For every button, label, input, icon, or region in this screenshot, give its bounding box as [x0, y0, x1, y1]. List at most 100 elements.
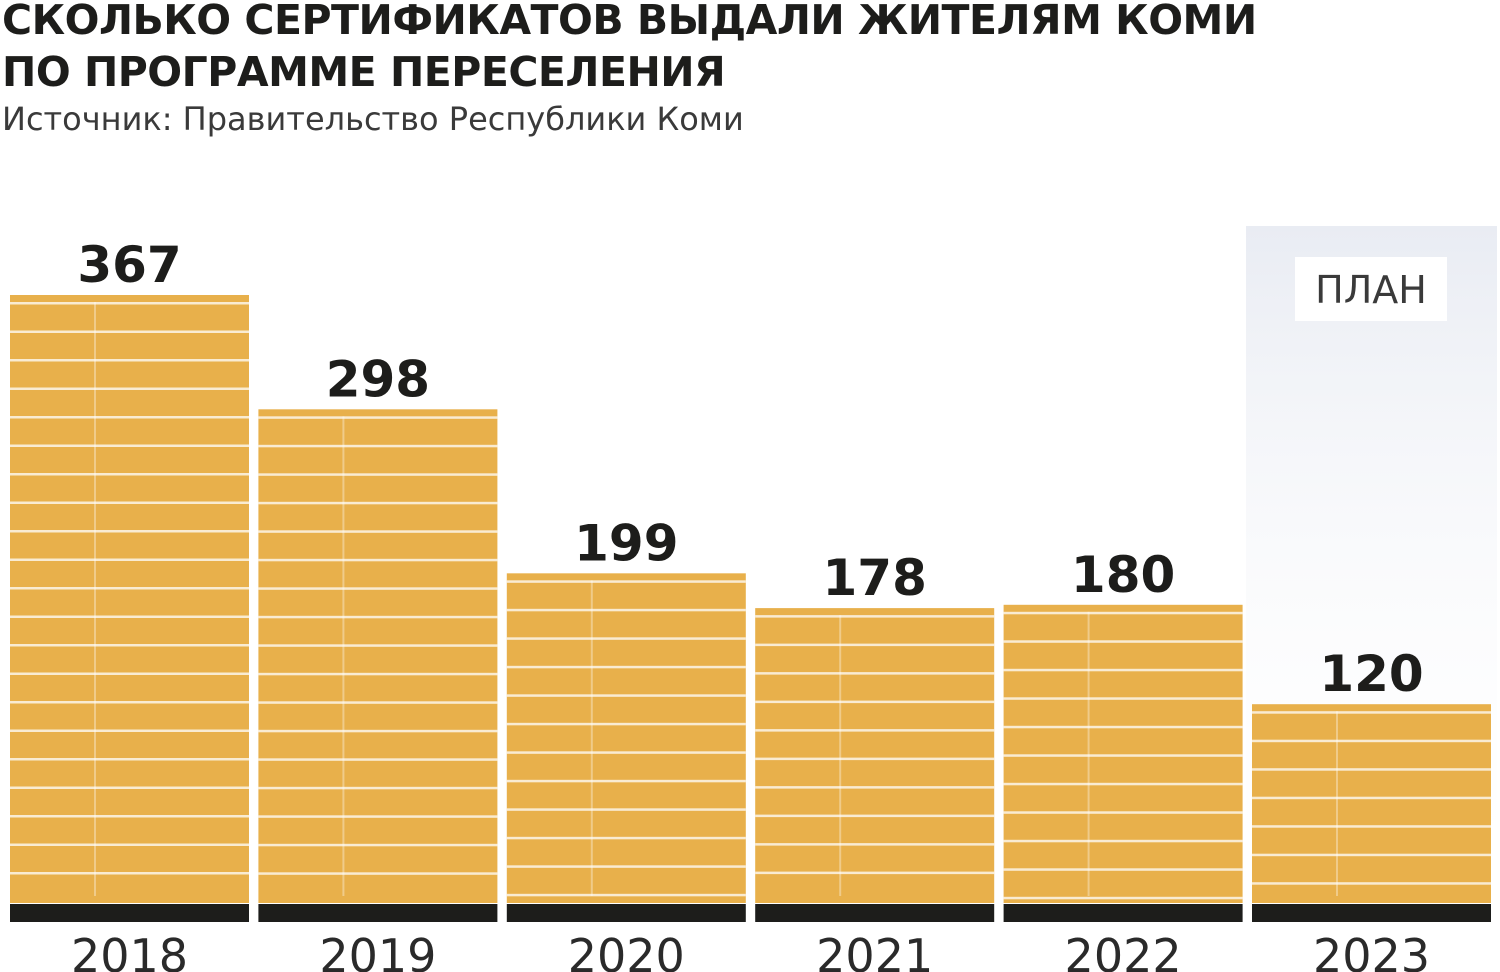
bar-stripe	[506, 836, 746, 840]
bar-stripe	[10, 729, 249, 732]
bar-stripe	[258, 758, 498, 761]
bar-stripe	[258, 872, 498, 875]
bar-stripe	[10, 302, 249, 305]
bar-divider	[1336, 711, 1338, 896]
bar-stripe	[258, 786, 498, 790]
bar-divider	[1087, 611, 1090, 896]
bar-stripe	[1252, 853, 1491, 857]
bar-stripe	[10, 843, 249, 846]
bar-stripe	[10, 444, 249, 447]
value-label-2023: 120	[1319, 645, 1423, 703]
plan-label: ПЛАН	[1315, 268, 1427, 312]
bar-2019	[258, 409, 498, 903]
bar-stripe	[506, 580, 746, 583]
category-label-2018: 2018	[71, 929, 188, 972]
bar-stripe	[755, 643, 995, 647]
bar-stripe	[10, 672, 249, 675]
bar-stripe	[10, 558, 249, 561]
bar-stripe	[506, 722, 746, 726]
bar-stripe	[10, 387, 249, 390]
baseline-segment	[755, 904, 995, 922]
bar-stripe	[1252, 825, 1491, 828]
bar-divider	[839, 615, 842, 896]
bar-stripe	[258, 701, 498, 704]
bar-stripe	[1003, 896, 1243, 900]
category-label-2022: 2022	[1065, 929, 1182, 972]
plan-label-box	[1295, 257, 1447, 321]
bar-stripe	[1252, 882, 1491, 885]
bar-stripe	[10, 359, 249, 362]
value-label-2018: 367	[77, 236, 181, 294]
bar-stripe	[755, 700, 995, 704]
bar-stripe	[755, 786, 995, 789]
category-label-2019: 2019	[319, 929, 436, 972]
bar-stripe	[10, 644, 249, 647]
value-label-2020: 199	[574, 514, 678, 572]
bar-stripe	[506, 751, 746, 754]
baseline-segment	[10, 904, 249, 922]
bar-stripe	[258, 843, 498, 847]
baseline-segment	[1252, 904, 1491, 922]
bar-stripe	[506, 779, 746, 783]
bar-stripe	[1003, 611, 1243, 615]
bar-stripe	[1003, 640, 1243, 643]
bar-stripe	[506, 694, 746, 697]
bar-stripe	[1003, 668, 1243, 672]
bar-stripe	[10, 872, 249, 875]
source-note: Источник: Правительство Республики Коми	[2, 100, 744, 138]
bar-stripe	[1252, 739, 1491, 743]
bar-stripe	[506, 665, 746, 669]
bar-stripe	[10, 701, 249, 704]
bar-2021	[755, 608, 995, 903]
bar-stripe	[258, 530, 498, 533]
bar-stripe	[755, 871, 995, 875]
bar-2022	[1003, 604, 1243, 903]
bar-stripe	[755, 729, 995, 732]
chart-title: СКОЛЬКО СЕРТИФИКАТОВ ВЫДАЛИ ЖИТЕЛЯМ КОМИ…	[2, 0, 1257, 96]
bar-stripe	[10, 530, 249, 533]
bar-2018	[10, 295, 249, 903]
bar-stripe	[1003, 754, 1243, 757]
baseline-segment	[506, 904, 746, 922]
bar-stripe	[1003, 868, 1243, 871]
bar-stripe	[10, 786, 249, 789]
bar-stripe	[506, 637, 746, 640]
bar-stripe	[258, 587, 498, 590]
bar-stripe	[1252, 711, 1491, 714]
bar-stripe	[755, 615, 995, 618]
baseline-segment	[258, 904, 498, 922]
bar-stripe	[1003, 782, 1243, 786]
bar-stripe	[506, 808, 746, 811]
bar-stripe	[506, 608, 746, 612]
bar-stripe	[1003, 839, 1243, 843]
bar-stripe	[10, 587, 249, 590]
bar-stripe	[258, 672, 498, 676]
bar-stripe	[258, 416, 498, 419]
bar-divider	[342, 416, 345, 896]
bar-stripe	[755, 814, 995, 818]
bar-stripe	[258, 501, 498, 505]
bar-stripe	[1003, 811, 1243, 814]
value-label-2022: 180	[1071, 546, 1175, 604]
baseline-segment	[1003, 904, 1243, 922]
bar-stripe	[258, 729, 498, 733]
bar-stripe	[10, 615, 249, 618]
bar-stripe	[10, 501, 249, 504]
bar-stripe	[258, 815, 498, 818]
bar-2023	[1252, 704, 1491, 903]
bar-stripe	[1252, 796, 1491, 800]
bar-stripe	[10, 416, 249, 419]
bar-divider	[590, 580, 593, 896]
bar-stripe	[10, 330, 249, 333]
bar-stripe	[755, 843, 995, 846]
bar-stripe	[506, 893, 746, 897]
category-label-2020: 2020	[568, 929, 685, 972]
bar-stripe	[506, 865, 746, 868]
bar-stripe	[755, 672, 995, 675]
category-label-2021: 2021	[816, 929, 933, 972]
bar-2020	[506, 573, 746, 903]
bar-stripe	[258, 558, 498, 562]
bar-stripe	[258, 444, 498, 448]
bar-stripe	[10, 473, 249, 476]
